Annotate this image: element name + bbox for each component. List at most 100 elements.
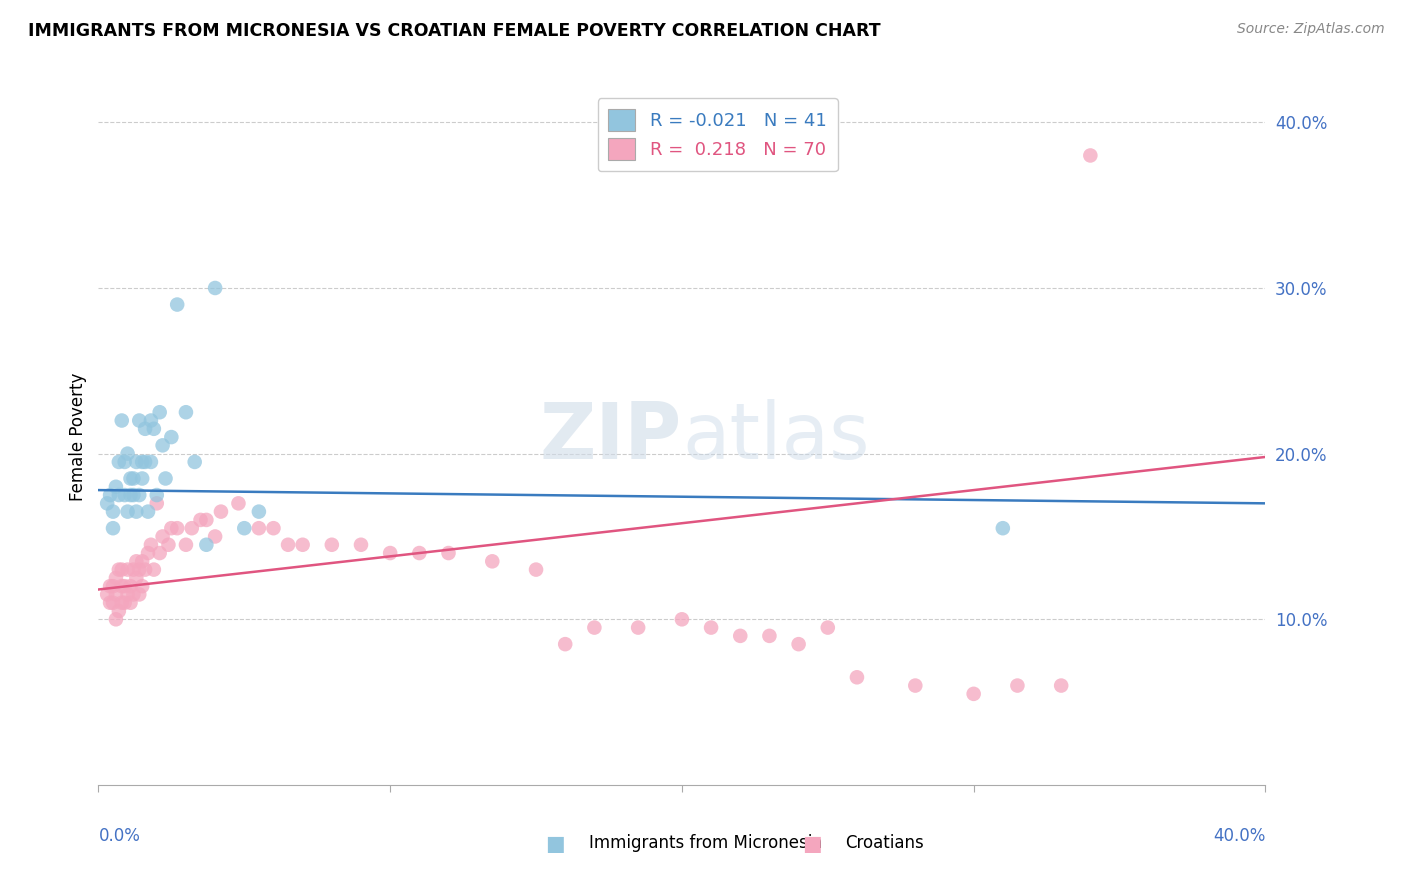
Point	[1007, 679, 1029, 693]
Point	[125, 571, 148, 585]
Point	[817, 621, 839, 635]
Point	[122, 563, 145, 577]
Point	[101, 579, 124, 593]
Point	[96, 496, 118, 510]
Point	[108, 604, 131, 618]
Point	[155, 471, 177, 485]
Point	[152, 529, 174, 543]
Text: Source: ZipAtlas.com: Source: ZipAtlas.com	[1237, 22, 1385, 37]
Point	[136, 505, 159, 519]
Point	[128, 563, 150, 577]
Point	[134, 455, 156, 469]
Point	[120, 596, 142, 610]
Point	[142, 563, 165, 577]
Point	[1050, 679, 1073, 693]
Point	[122, 587, 145, 601]
Point	[291, 538, 314, 552]
Point	[136, 546, 159, 560]
Point	[104, 571, 127, 585]
Point	[233, 521, 256, 535]
Point	[128, 413, 150, 427]
Point	[758, 629, 780, 643]
Point	[180, 521, 202, 535]
Y-axis label: Female Poverty: Female Poverty	[69, 373, 87, 501]
Point	[108, 563, 131, 577]
Point	[125, 554, 148, 568]
Text: atlas: atlas	[682, 399, 869, 475]
Point	[991, 521, 1014, 535]
Point	[111, 563, 134, 577]
Point	[98, 596, 121, 610]
Point	[183, 455, 205, 469]
Point	[671, 612, 693, 626]
Point	[108, 455, 131, 469]
Point	[120, 471, 142, 485]
Legend: R = -0.021   N = 41, R =  0.218   N = 70: R = -0.021 N = 41, R = 0.218 N = 70	[598, 98, 838, 171]
Text: IMMIGRANTS FROM MICRONESIA VS CROATIAN FEMALE POVERTY CORRELATION CHART: IMMIGRANTS FROM MICRONESIA VS CROATIAN F…	[28, 22, 880, 40]
Point	[149, 546, 172, 560]
Point	[114, 488, 136, 502]
Point	[114, 596, 136, 610]
Point	[104, 587, 127, 601]
Text: ■: ■	[803, 834, 823, 854]
Point	[160, 430, 183, 444]
Point	[114, 455, 136, 469]
Point	[277, 538, 299, 552]
Point	[195, 513, 218, 527]
Point	[111, 413, 134, 427]
Point	[104, 480, 127, 494]
Point	[262, 521, 284, 535]
Point	[166, 521, 188, 535]
Point	[98, 579, 121, 593]
Point	[146, 488, 169, 502]
Point	[228, 496, 250, 510]
Point	[117, 505, 139, 519]
Point	[204, 281, 226, 295]
Point	[128, 488, 150, 502]
Point	[117, 587, 139, 601]
Point	[117, 563, 139, 577]
Point	[122, 488, 145, 502]
Point	[146, 496, 169, 510]
Point	[174, 405, 197, 419]
Point	[101, 596, 124, 610]
Point	[134, 563, 156, 577]
Point	[128, 587, 150, 601]
Point	[190, 513, 212, 527]
Point	[120, 488, 142, 502]
Point	[101, 521, 124, 535]
Point	[134, 422, 156, 436]
Text: Immigrants from Micronesia: Immigrants from Micronesia	[589, 834, 823, 852]
Point	[131, 554, 153, 568]
Point	[108, 488, 131, 502]
Point	[111, 596, 134, 610]
Point	[131, 455, 153, 469]
Point	[209, 505, 232, 519]
Point	[730, 629, 752, 643]
Point	[131, 471, 153, 485]
Point	[481, 554, 503, 568]
Point	[437, 546, 460, 560]
Point	[380, 546, 402, 560]
Point	[160, 521, 183, 535]
Point	[408, 546, 430, 560]
Point	[350, 538, 373, 552]
Point	[627, 621, 650, 635]
Point	[98, 488, 121, 502]
Point	[787, 637, 810, 651]
Text: ■: ■	[546, 834, 565, 854]
Point	[204, 529, 226, 543]
Point	[174, 538, 197, 552]
Point	[96, 587, 118, 601]
Point	[700, 621, 723, 635]
Point	[152, 438, 174, 452]
Point	[1080, 148, 1102, 162]
Point	[157, 538, 180, 552]
Point	[104, 612, 127, 626]
Point	[166, 297, 188, 311]
Point	[125, 455, 148, 469]
Point	[247, 521, 270, 535]
Point	[139, 538, 162, 552]
Point	[125, 505, 148, 519]
Point	[142, 422, 165, 436]
